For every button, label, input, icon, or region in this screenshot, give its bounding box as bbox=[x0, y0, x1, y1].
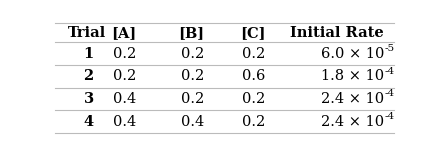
Text: 0.2: 0.2 bbox=[242, 47, 265, 61]
Text: 0.4: 0.4 bbox=[113, 115, 136, 129]
Text: 1.8 × 10: 1.8 × 10 bbox=[321, 69, 384, 84]
Text: 2: 2 bbox=[84, 69, 94, 84]
Text: 0.2: 0.2 bbox=[181, 92, 204, 106]
Text: 0.2: 0.2 bbox=[113, 69, 136, 84]
Text: 6.0 × 10: 6.0 × 10 bbox=[321, 47, 384, 61]
Text: [C]: [C] bbox=[240, 26, 265, 40]
Text: 3: 3 bbox=[84, 92, 94, 106]
Text: 2.4 × 10: 2.4 × 10 bbox=[321, 115, 384, 129]
Text: 0.6: 0.6 bbox=[242, 69, 265, 84]
Text: 0.2: 0.2 bbox=[181, 47, 204, 61]
Text: -4: -4 bbox=[385, 67, 395, 76]
Text: [A]: [A] bbox=[111, 26, 136, 40]
Text: 0.2: 0.2 bbox=[181, 69, 204, 84]
Text: -5: -5 bbox=[385, 44, 395, 53]
Text: Initial Rate: Initial Rate bbox=[290, 26, 384, 40]
Text: 0.4: 0.4 bbox=[181, 115, 204, 129]
Text: 0.2: 0.2 bbox=[242, 92, 265, 106]
Text: 1: 1 bbox=[84, 47, 94, 61]
Text: 0.4: 0.4 bbox=[113, 92, 136, 106]
Text: [B]: [B] bbox=[178, 26, 204, 40]
Text: Trial: Trial bbox=[68, 26, 106, 40]
Text: 0.2: 0.2 bbox=[113, 47, 136, 61]
Text: 4: 4 bbox=[84, 115, 94, 129]
Text: 0.2: 0.2 bbox=[242, 115, 265, 129]
Text: 2.4 × 10: 2.4 × 10 bbox=[321, 92, 384, 106]
Text: -4: -4 bbox=[385, 89, 395, 98]
Text: -4: -4 bbox=[385, 112, 395, 121]
